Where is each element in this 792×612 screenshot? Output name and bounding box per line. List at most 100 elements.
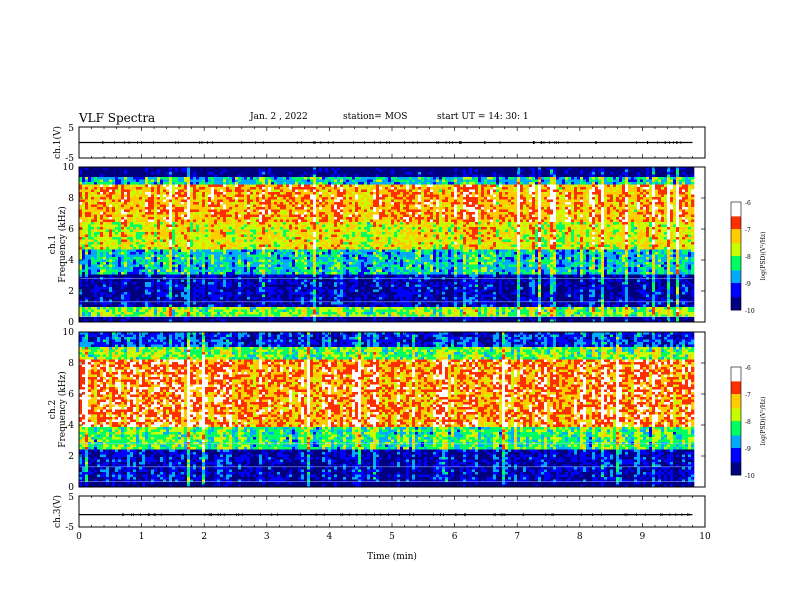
ch1-spectrogram-cell: [109, 224, 113, 228]
ch1-spectrogram-cell: [124, 177, 128, 180]
ch1-spectrogram-cell: [94, 242, 98, 245]
ch1-spectrogram-cell: [136, 217, 140, 220]
ch1-spectrogram-cell: [91, 304, 95, 308]
ch1-spectrogram-cell: [292, 247, 296, 250]
ch1-spectrogram-cell: [175, 262, 179, 265]
ch1-spectrogram-cell: [193, 292, 197, 295]
ch1-spectrogram-cell: [205, 222, 209, 225]
ch1-spectrogram-cell: [280, 287, 284, 290]
ch1-spectrogram-cell: [169, 234, 173, 238]
ch1-spectrogram-cell: [100, 247, 104, 250]
ch1-spectrogram-cell: [280, 294, 284, 298]
ch1-spectrogram-cell: [202, 239, 206, 243]
ch1-spectrogram-cell: [259, 229, 263, 233]
ch1-spectrogram-cell: [151, 217, 155, 220]
ch1-spectrogram-cell: [184, 289, 188, 293]
ch1-spectrogram-cell: [199, 237, 203, 240]
ch1-spectrogram-cell: [238, 209, 242, 213]
ch1-spectrogram-cell: [127, 289, 131, 293]
ch1-spectrogram-cell: [97, 177, 101, 180]
ch1-spectrogram-cell: [199, 302, 203, 305]
ch1-spectrogram-cell: [133, 249, 137, 253]
ch1-spectrogram-cell: [127, 189, 131, 193]
ch1-spectrogram-cell: [271, 279, 275, 283]
ch1-spectrogram-cell: [97, 282, 101, 285]
ch1-spectrogram-cell: [106, 312, 110, 315]
ch1-spectrogram-cell: [271, 302, 275, 305]
ch1-spectrogram-cell: [217, 179, 221, 183]
ch1-spectrogram-cell: [229, 272, 233, 275]
ch1-spectrogram-cell: [268, 199, 272, 203]
ch1-spectrogram-cell: [304, 202, 308, 205]
ch1-spectrogram-cell: [244, 247, 248, 250]
ch1-spectrogram-cell: [178, 309, 182, 313]
ch1-spectrogram-cell: [205, 207, 209, 210]
ch1-spectrogram-cell: [196, 304, 200, 308]
ch1-spectrogram-cell: [208, 242, 212, 245]
ch1-spectrogram-cell: [88, 309, 92, 313]
ch1-spectrogram-cell: [163, 192, 167, 195]
ch1-spectrogram-cell: [235, 189, 239, 193]
ch1-spectrogram-cell: [250, 272, 254, 275]
ch1-spectrogram-cell: [175, 222, 179, 225]
ch1-spectrogram-cell: [301, 242, 305, 245]
ch1-spectrogram-cell: [208, 192, 212, 195]
ch1-spectrogram-cell: [103, 199, 107, 203]
ch1-spectrogram-cell: [109, 274, 113, 278]
ch1-spectrogram-cell: [181, 212, 185, 215]
ch1-spectrogram-cell: [109, 302, 113, 305]
ch1-spectrogram-cell: [292, 299, 296, 303]
ch1-spectrogram-cell: [307, 314, 311, 318]
ch1-spectrogram-cell: [301, 314, 305, 318]
ch1-spectrogram-cell: [175, 299, 179, 303]
ch1-spectrogram-cell: [196, 302, 200, 305]
ch1-spectrogram-cell: [172, 304, 176, 308]
ch1-spectrogram-cell: [79, 249, 83, 253]
ch1-spectrogram-cell: [181, 204, 185, 208]
ch1-spectrogram-cell: [238, 169, 242, 173]
ch1-spectrogram-cell: [211, 304, 215, 308]
ch1-spectrogram-cell: [163, 174, 167, 178]
ch1-spectrogram-cell: [286, 247, 290, 250]
ch1-spectrogram-cell: [277, 212, 281, 215]
ch1-spectrogram-cell: [139, 307, 143, 310]
ch1-spectrogram-cell: [235, 182, 239, 185]
ch1-spectrogram-cell: [286, 192, 290, 195]
ch1-spectrogram-cell: [229, 227, 233, 230]
ch1-spectrogram-cell: [187, 174, 191, 178]
ch1-spectrogram-cell: [256, 304, 260, 308]
ch1-spectrogram-cell: [217, 314, 221, 318]
ch1-spectrogram-cell: [244, 172, 248, 175]
ch1-spectrogram-cell: [256, 204, 260, 208]
ch1-spectrogram-cell: [280, 172, 284, 175]
ch1-spectrogram-cell: [97, 309, 101, 313]
ch1-spectrogram-cell: [139, 212, 143, 215]
ch1-spectrogram-cell: [214, 209, 218, 213]
ch1-spectrogram-cell: [115, 282, 119, 285]
ch1-voltage-ylabel: ch.1(V): [52, 126, 63, 159]
ch1-spectrogram-cell: [130, 189, 134, 193]
ch1-spectrogram-cell: [274, 167, 278, 170]
ch1-spectrogram-cell: [283, 217, 287, 220]
ch1-spectrogram-cell: [85, 182, 89, 185]
ch1-spectrogram-cell: [163, 274, 167, 278]
ch1-spectrogram-cell: [232, 187, 236, 190]
ch1-spectrogram-cell: [100, 177, 104, 180]
ch1-spectrogram-cell: [295, 219, 299, 223]
ch1-spectrogram-cell: [244, 244, 248, 248]
ch1-spectrogram-cell: [178, 312, 182, 315]
ch1-spectrogram-cell: [193, 232, 197, 235]
ch1-spectrogram-cell: [202, 169, 206, 173]
ch1-spectrogram-cell: [217, 319, 221, 323]
ch1-spectrogram-cell: [109, 194, 113, 198]
ch1-spectrogram-cell: [115, 214, 119, 218]
ch1-spectrogram-cell: [124, 247, 128, 250]
ch1-spectrogram-cell: [205, 204, 209, 208]
ch1-spectrogram-cell: [175, 309, 179, 313]
ch1-spectrogram-cell: [232, 177, 236, 180]
ch1-spectrogram-cell: [178, 294, 182, 298]
ch1-spectrogram-cell: [187, 239, 191, 243]
ch1-spectrogram-cell: [277, 309, 281, 313]
ch1-spectrogram-cell: [88, 294, 92, 298]
ch1-spectrogram-cell: [79, 229, 83, 233]
